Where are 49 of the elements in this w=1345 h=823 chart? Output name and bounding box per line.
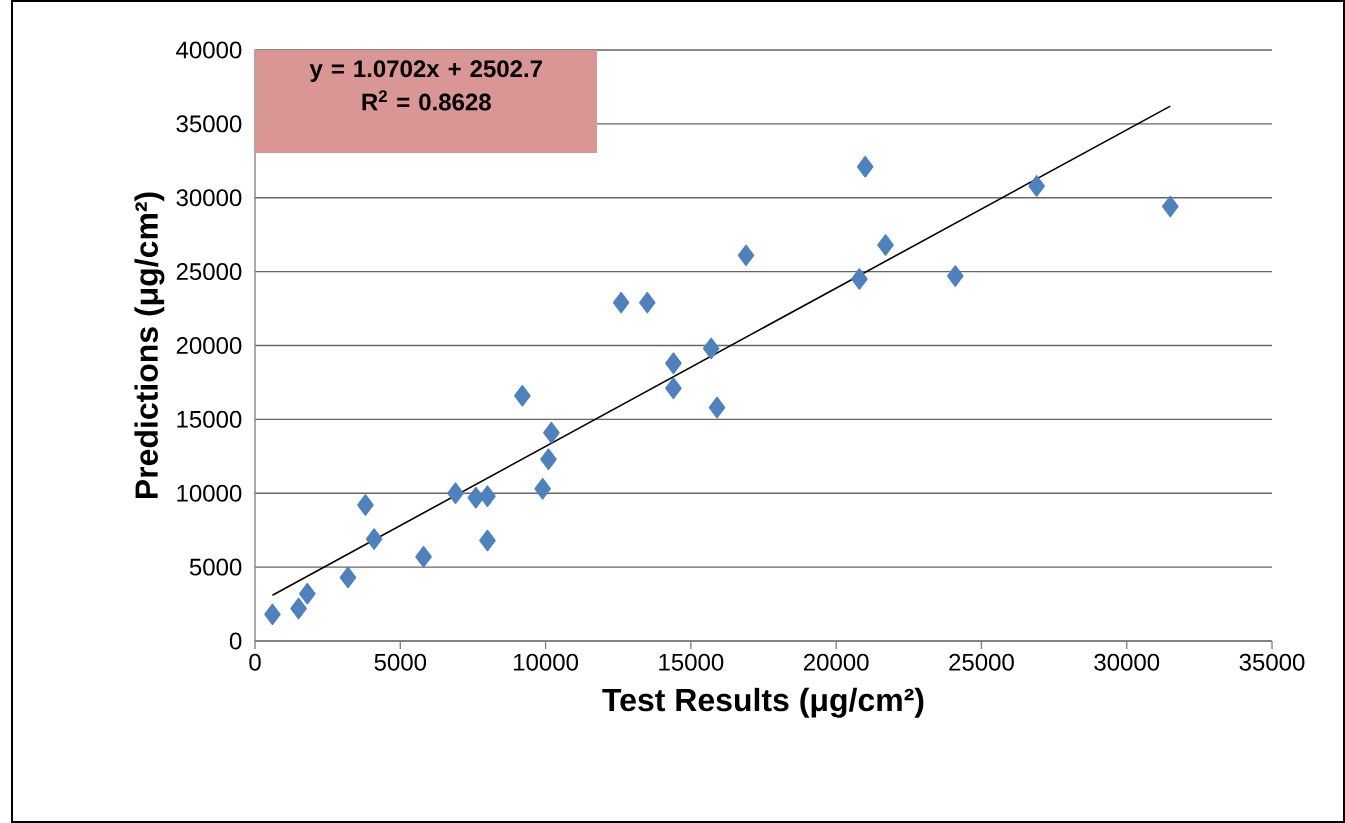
point xyxy=(851,268,868,290)
x-axis-title: Test Results (μg/cm²) xyxy=(602,687,924,718)
point xyxy=(946,265,964,287)
point xyxy=(514,384,531,407)
annotation: y = 1.0702x + 2502.7 xyxy=(309,60,542,82)
annotation: R$^{2}$ = 0.8628 xyxy=(362,90,491,111)
point xyxy=(467,486,485,509)
point xyxy=(665,377,682,400)
x-tick-label: 35000 xyxy=(1239,653,1305,671)
y-tick-label: 30000 xyxy=(176,189,242,207)
y-tick-label: 35000 xyxy=(176,115,242,133)
point xyxy=(708,396,726,419)
point xyxy=(290,597,307,620)
point xyxy=(665,352,682,375)
point xyxy=(339,566,357,589)
point xyxy=(479,529,496,552)
point xyxy=(737,244,755,267)
point xyxy=(299,582,316,605)
point xyxy=(638,291,656,314)
point xyxy=(856,155,874,178)
x-tick-label: 20000 xyxy=(803,653,869,671)
y-tick-label: 20000 xyxy=(176,336,242,354)
y-tick-label: 5000 xyxy=(189,558,242,576)
point xyxy=(447,482,464,505)
x-tick-label: 5000 xyxy=(374,653,427,671)
point xyxy=(264,603,281,626)
point xyxy=(543,421,560,444)
point xyxy=(357,494,374,516)
x-tick-label: 10000 xyxy=(514,653,579,671)
y-axis-title: Predictions (μg/cm²) xyxy=(134,192,165,499)
point xyxy=(415,545,432,568)
point xyxy=(877,234,894,256)
y-tick-label: 10000 xyxy=(177,484,242,502)
y-tick-label: 25000 xyxy=(176,263,242,281)
x-tick-label: 0 xyxy=(249,653,261,671)
point xyxy=(479,485,496,507)
y-tick-label: 40000 xyxy=(176,41,242,59)
point xyxy=(612,291,630,314)
x-tick-label: 15000 xyxy=(659,653,724,671)
y-tick-label: 15000 xyxy=(177,410,242,428)
point xyxy=(702,337,720,360)
x-tick-label: 30000 xyxy=(1094,653,1160,671)
point xyxy=(1028,175,1045,197)
x-tick-label: 25000 xyxy=(949,653,1014,671)
point xyxy=(540,448,557,471)
point xyxy=(365,528,383,550)
point xyxy=(1162,195,1179,218)
point xyxy=(534,478,551,500)
y-tick-label: 0 xyxy=(229,632,242,650)
